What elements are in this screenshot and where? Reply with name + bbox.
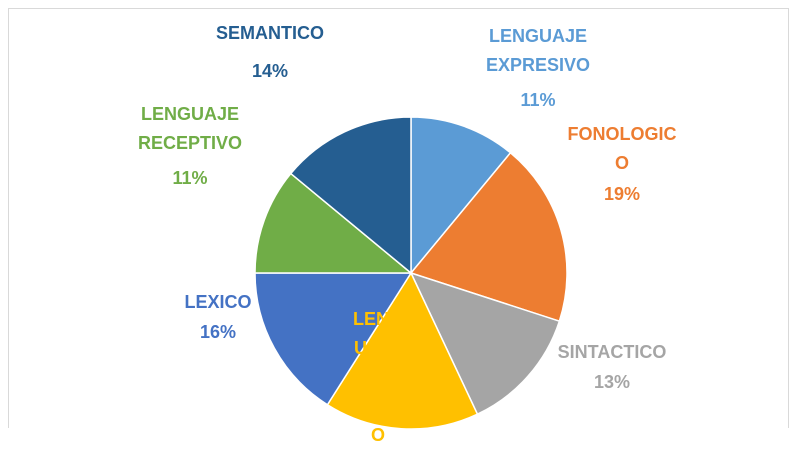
slice-label: SINTACTICO — [557, 342, 667, 362]
slice-value-label: 16% — [199, 322, 237, 342]
pie-slice — [410, 116, 512, 276]
chart-frame — [8, 8, 789, 428]
pie-slice — [409, 151, 568, 323]
slice-label: LENGUAJE RECEPTIVO — [137, 104, 243, 153]
slice-label: FONOLOGICO — [567, 124, 677, 173]
pie-plot — [254, 116, 568, 430]
slice-label: SEMANTICO — [216, 23, 324, 43]
slice-value-label: 13% — [593, 372, 631, 392]
pie-slice — [326, 271, 479, 430]
pie-slice — [254, 172, 414, 274]
chart: LENGUAJE EXPRESIVO 11% FONOLOGICO 19% SINTAC… — [8, 8, 789, 445]
slice-label: LENGUAJE ARTICULADO — [350, 309, 406, 445]
slice-label: LEXICO — [184, 292, 252, 312]
slice-value-label: 14% — [251, 61, 289, 81]
pie-slice — [409, 271, 561, 416]
pie-slice — [289, 116, 412, 275]
slice-value-label: 16% — [359, 400, 397, 420]
slice-value-label: 11% — [172, 168, 208, 188]
slice-label: LENGUAJE EXPRESIVO — [485, 26, 591, 75]
pie-slice — [254, 272, 413, 406]
slice-value-label: 19% — [603, 184, 641, 204]
slice-value-label: 11% — [520, 90, 556, 110]
